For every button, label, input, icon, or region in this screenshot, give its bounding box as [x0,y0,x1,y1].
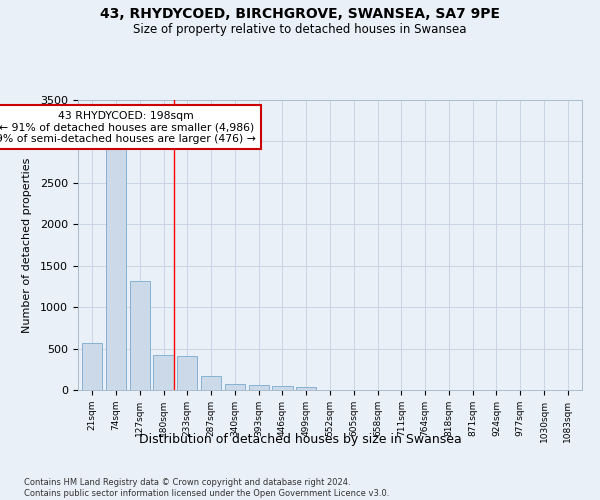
Bar [248,386,269,390]
Text: 43 RHYDYCOED: 198sqm
← 91% of detached houses are smaller (4,986)
9% of semi-det: 43 RHYDYCOED: 198sqm ← 91% of detached h… [0,111,256,144]
Text: Size of property relative to detached houses in Swansea: Size of property relative to detached ho… [133,22,467,36]
Bar [225,384,245,390]
Text: Contains HM Land Registry data © Crown copyright and database right 2024.
Contai: Contains HM Land Registry data © Crown c… [24,478,389,498]
Bar [201,376,221,390]
Text: Distribution of detached houses by size in Swansea: Distribution of detached houses by size … [139,432,461,446]
Y-axis label: Number of detached properties: Number of detached properties [22,158,32,332]
Bar [130,282,150,390]
Bar [154,355,173,390]
Bar [82,343,103,390]
Bar [272,386,293,390]
Bar [177,356,197,390]
Text: 43, RHYDYCOED, BIRCHGROVE, SWANSEA, SA7 9PE: 43, RHYDYCOED, BIRCHGROVE, SWANSEA, SA7 … [100,8,500,22]
Bar [296,386,316,390]
Bar [106,148,126,390]
